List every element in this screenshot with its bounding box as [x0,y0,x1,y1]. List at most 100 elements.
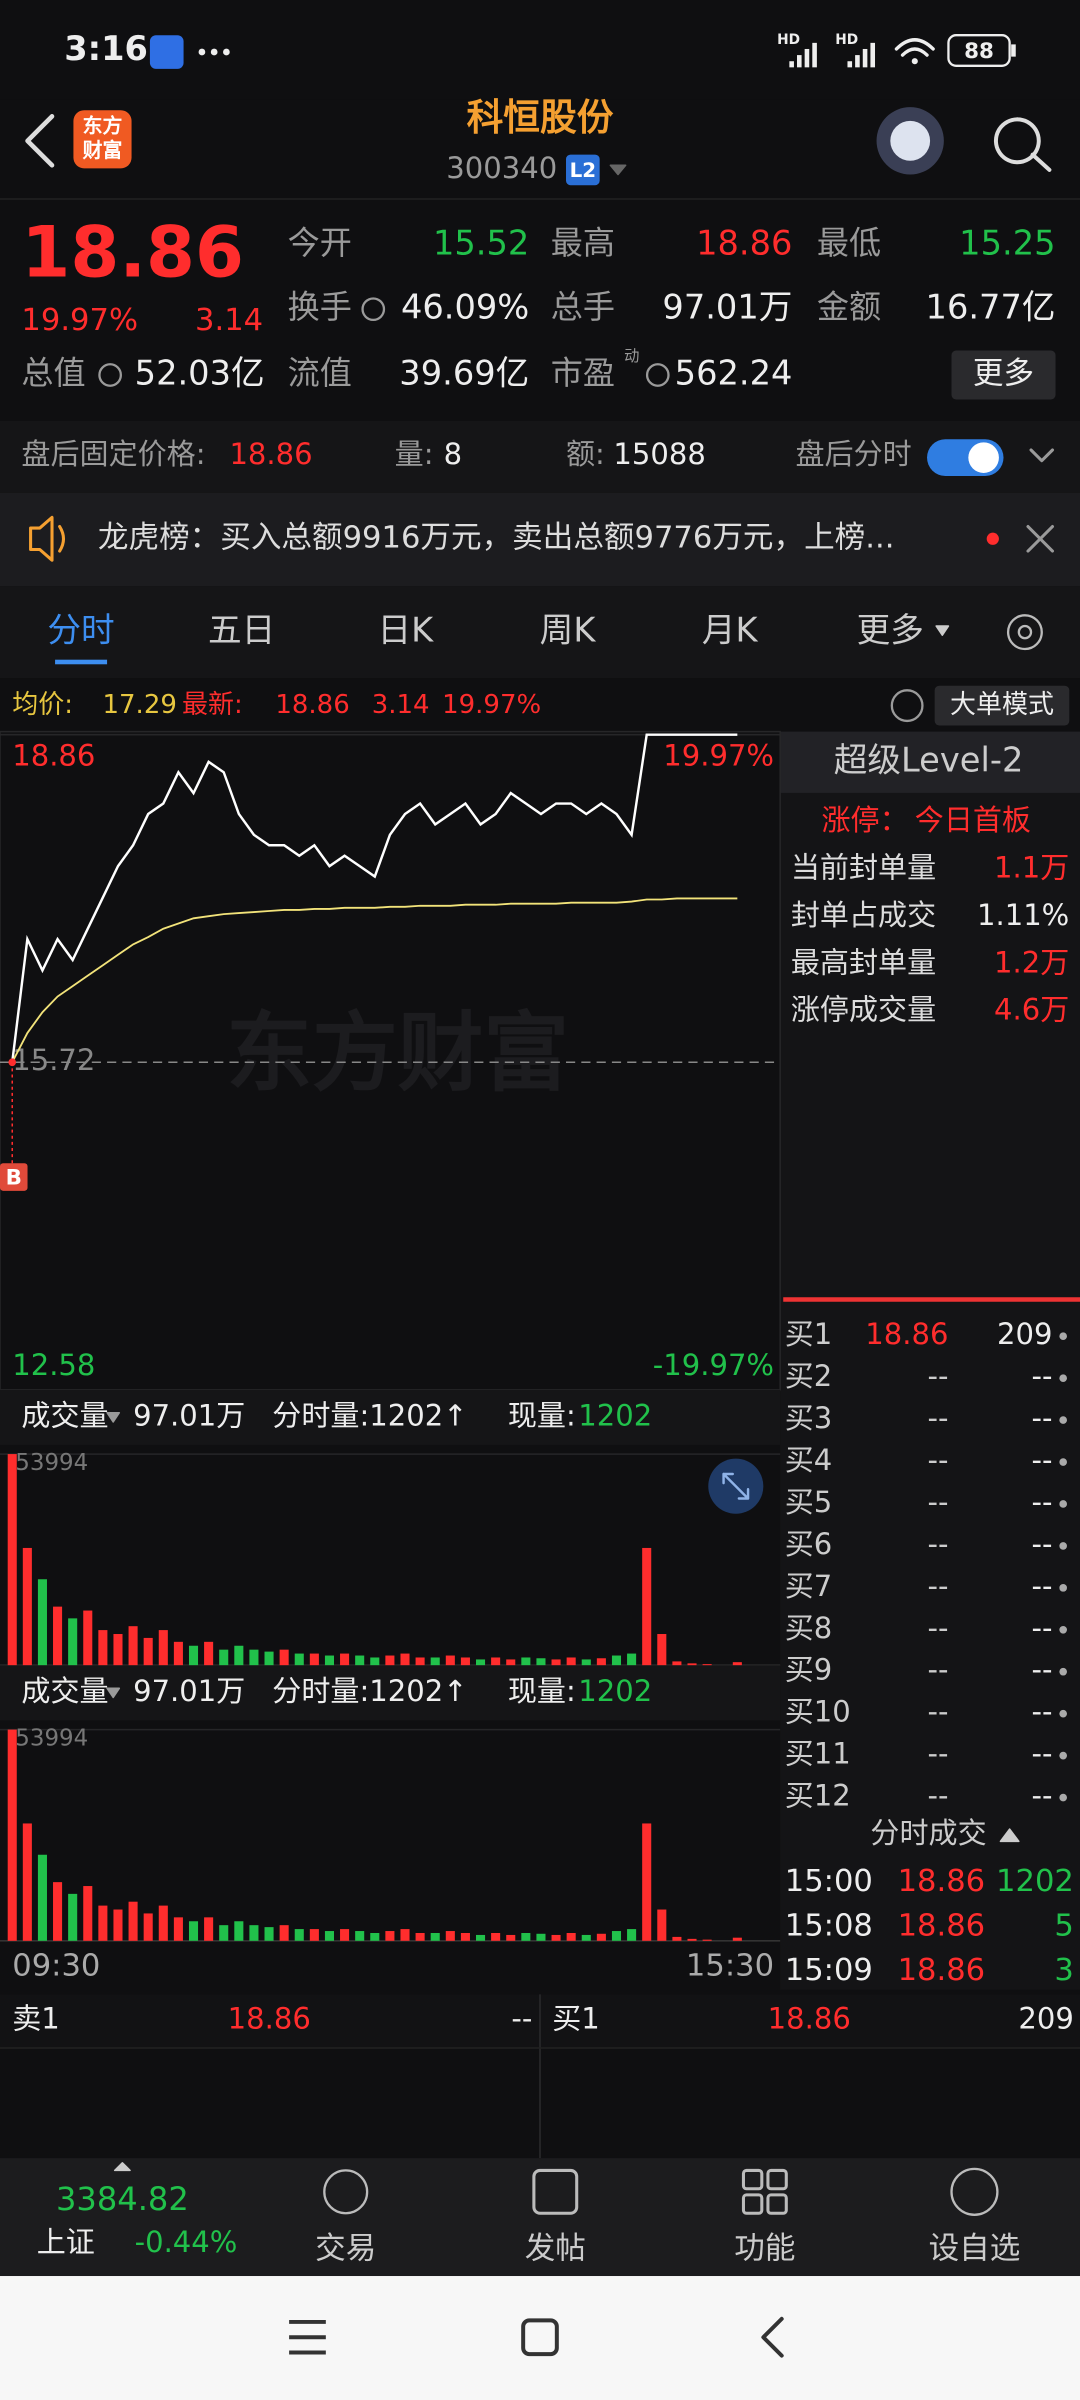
bid-price: 18.86 [768,2001,851,2035]
volume-label: 成交量 [21,1398,108,1432]
quote-label: 总值 [21,354,85,392]
y2-tick-label: 19.97% [663,739,774,773]
bid-dot [1059,1793,1067,1802]
nav-item[interactable]: 交易 [315,2231,376,2266]
tab[interactable]: 分时 [47,611,114,650]
volume-bar [340,1929,350,1941]
volume-bar [385,1931,395,1941]
volume-bar [491,1932,501,1941]
bid-volume: -- [1031,1401,1052,1435]
help-icon[interactable] [890,689,924,723]
volume-bar [475,1934,486,1941]
trades-title[interactable]: 分时成交 [870,1816,986,1850]
quote-value: 15.52 [433,223,529,262]
nav-icon [950,2167,999,2216]
bid-label: 买6 [785,1527,833,1561]
nav-item[interactable]: 功能 [734,2231,795,2266]
volume-total: 97.01万 [133,1674,245,1708]
trade-marker-text[interactable]: B [6,1166,22,1191]
level2-header [780,731,1080,793]
bid-volume: -- [1031,1695,1052,1729]
close-notice[interactable] [1026,525,1054,553]
bid-volume: -- [1031,1527,1052,1561]
back-button[interactable] [25,114,55,168]
tab[interactable]: 更多 [857,611,924,650]
index-value[interactable]: 3384.82 [56,2180,189,2218]
network-label: HD [835,32,858,48]
volume-bar [249,1649,259,1666]
volume-bar [143,1913,153,1941]
ask-price: 18.86 [228,2001,311,2035]
bid-dot [1059,1542,1067,1550]
tab[interactable]: 日K [378,611,435,650]
info-icon [98,363,122,387]
notice-text[interactable]: 龙虎榜：买入总额9916万元，卖出总额9776万元，上榜... [98,520,895,555]
volume-bar [460,1932,470,1941]
quote-superscript: 动 [624,347,639,365]
volume-bar [355,1931,365,1941]
battery-level: 88 [964,39,994,64]
signal-bar [796,55,802,68]
volume-bar [128,1901,138,1941]
bid-label: 买11 [785,1737,851,1771]
volume-bar [7,1729,17,1941]
bid-volume: -- [1031,1569,1052,1603]
volume-bar [324,1655,335,1666]
level-badge [566,154,600,186]
volume-bar [521,1657,531,1666]
bid-price: -- [927,1611,948,1645]
volume-bar [188,1645,199,1666]
nav-item[interactable]: 设自选 [929,2231,1021,2266]
tab[interactable]: 周K [540,611,597,650]
expand-chevron[interactable] [1029,448,1054,463]
nav-icon [741,2193,764,2215]
volume-bar [596,1933,606,1941]
system-back[interactable] [761,2316,784,2358]
volume-bar [53,1606,63,1666]
tab[interactable]: 月K [702,611,759,650]
battery-tip [1011,44,1016,57]
current-volume: 1202 [578,1398,652,1432]
signal-bar [870,42,876,68]
quote-label: 流值 [288,354,352,392]
nav-item[interactable]: 发帖 [525,2231,586,2266]
last-pct: 19.97% [442,690,541,720]
search-button[interactable] [993,117,1052,172]
signal-bar [855,55,860,68]
x-tick-label: 15:30 [686,1948,774,1983]
current-volume: 1202 [578,1674,652,1708]
volume-bar [491,1657,501,1666]
volume-dropdown[interactable] [106,1411,121,1423]
settings-button[interactable] [1006,614,1043,651]
volume-bar [566,1657,576,1666]
volume-bar [370,1932,380,1941]
volume-bar [370,1657,380,1666]
price-line [11,733,738,1063]
toggle-knob[interactable] [968,442,999,473]
bid-price: -- [927,1653,948,1687]
tab-arrow [935,625,950,636]
wifi-dot [911,58,918,65]
tab[interactable]: 五日 [208,611,275,650]
mode-button-text[interactable]: 大单模式 [950,690,1054,720]
volume-bar [506,1659,516,1666]
quote-value: 39.69亿 [399,353,529,392]
volume-bar [521,1932,531,1941]
volume-bar [400,1929,410,1941]
avg-label: 均价: [12,690,73,720]
y-tick-label: 12.58 [12,1348,95,1382]
bid-volume: -- [1031,1653,1052,1687]
quote-value: 16.77亿 [926,288,1056,327]
bid-dot [1059,1709,1067,1718]
speaker-icon [29,515,66,562]
badge-arrow [609,164,627,176]
bid-volume: 209 [1018,2001,1073,2035]
volume-dropdown[interactable] [106,1687,121,1699]
bid-price: -- [927,1527,948,1561]
volume-bar [415,1657,425,1666]
volume-label: 成交量 [21,1674,108,1708]
level2-value: 4.6万 [994,993,1069,1027]
bid-label: 买12 [785,1779,851,1813]
y-tick-label: 15.72 [12,1043,95,1077]
more-button-text[interactable]: 更多 [973,356,1034,391]
